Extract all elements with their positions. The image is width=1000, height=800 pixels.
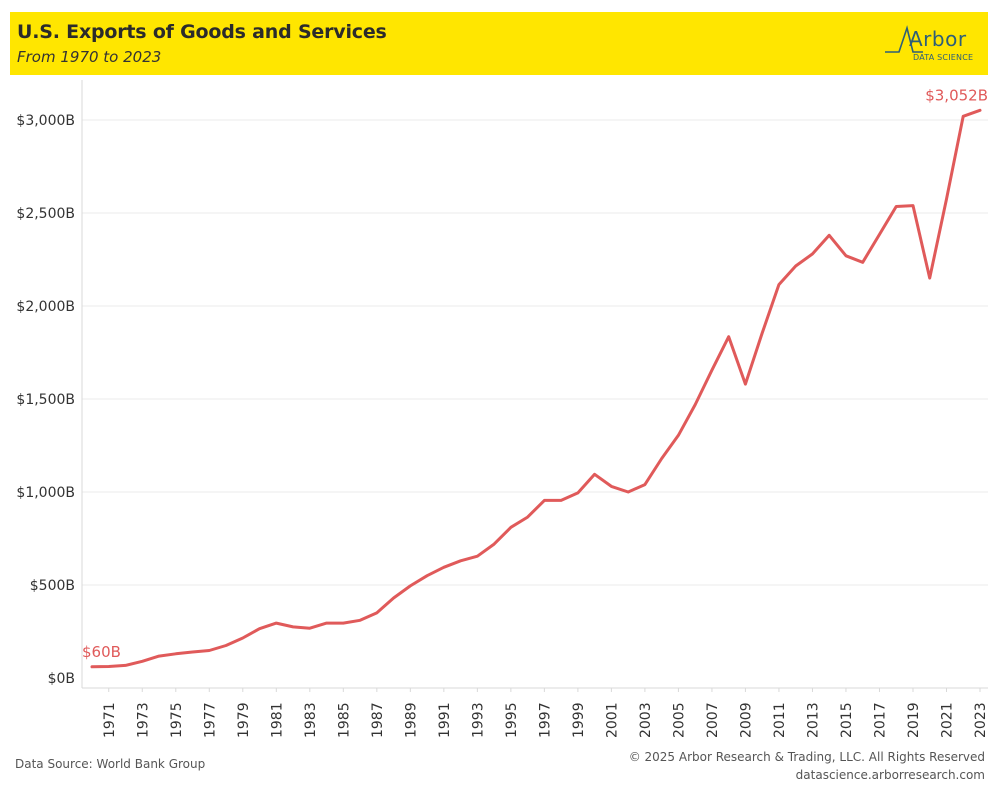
x-tick-label: 1983: [303, 702, 319, 738]
series-line: [90, 108, 982, 669]
x-tick-label: 1997: [537, 702, 553, 738]
x-tick-label: 2013: [805, 702, 821, 738]
y-tick-label: $1,500B: [16, 392, 75, 408]
copyright-block: © 2025 Arbor Research & Trading, LLC. Al…: [629, 748, 985, 784]
x-tick-label: 2017: [872, 702, 888, 738]
x-tick-label: 1995: [504, 702, 520, 738]
x-tick-label: 2019: [906, 702, 922, 738]
logo-subtitle: DATA SCIENCE: [913, 53, 974, 62]
x-tick-label: 2023: [973, 702, 989, 738]
x-tick-label: 1977: [202, 702, 218, 738]
x-tick-label: 1999: [571, 702, 587, 738]
y-tick-label: $1,000B: [16, 485, 75, 501]
y-tick-label: $3,000B: [16, 113, 75, 129]
x-tick-label: 1981: [269, 702, 285, 738]
x-tick-label: 2015: [839, 702, 855, 738]
x-tick-label: 2011: [772, 702, 788, 738]
x-tick-label: 1975: [169, 702, 185, 738]
data-label: $3,052B: [925, 86, 988, 104]
x-tick-label: 1993: [470, 702, 486, 738]
y-tick-label: $0B: [48, 671, 75, 687]
x-tick-label: 1973: [135, 702, 151, 738]
x-tick-label: 2005: [671, 702, 687, 738]
line-chart: $0B $500B $1,000B $1,500B $2,000B $2,500B $3,0…: [16, 80, 989, 738]
copyright-text: © 2025 Arbor Research & Trading, LLC. Al…: [628, 750, 985, 764]
website-text: datascience.arborresearch.com: [795, 768, 985, 782]
data-label: $60B: [82, 643, 121, 661]
logo-word: Arbor: [909, 27, 967, 51]
x-tick-label: 1971: [102, 702, 118, 738]
x-tick-label: 2003: [638, 702, 654, 738]
chart-title: U.S. Exports of Goods and Services: [17, 21, 387, 43]
x-tick-label: 2007: [705, 702, 721, 738]
chart-header: U.S. Exports of Goods and Services From …: [10, 12, 988, 75]
x-tick-label: 1979: [236, 702, 252, 738]
chart-subtitle: From 1970 to 2023: [17, 48, 162, 66]
y-tick-label: $2,500B: [16, 206, 75, 222]
x-tick-label: 1985: [336, 702, 352, 738]
x-tick-label: 2021: [939, 702, 955, 738]
x-tick-label: 2001: [604, 702, 620, 738]
logo-mark-icon: [885, 25, 923, 53]
x-tick-label: 1987: [370, 702, 386, 738]
x-tick-label: 1989: [403, 702, 419, 738]
x-tick-label: 1991: [437, 702, 453, 738]
x-tick-label: 2009: [738, 702, 754, 738]
y-tick-label: $500B: [30, 578, 75, 594]
arbor-logo: Arbor DATA SCIENCE: [883, 22, 983, 67]
data-source: Data Source: World Bank Group: [15, 757, 206, 771]
y-tick-label: $2,000B: [16, 299, 75, 315]
